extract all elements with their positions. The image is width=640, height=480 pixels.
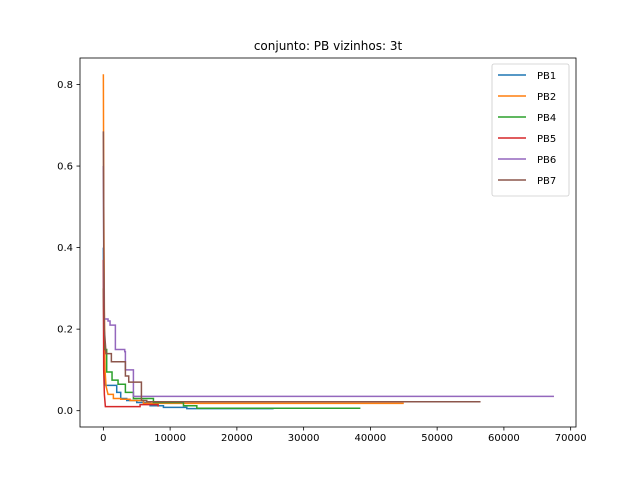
legend-label: PB2 — [537, 92, 556, 103]
legend-label: PB4 — [537, 113, 556, 124]
legend-box — [491, 63, 570, 197]
x-axis: 0 10000 20000 30000 40000 50000 60000 70000 — [100, 427, 587, 444]
legend-label: PB5 — [537, 134, 556, 145]
y-tick-label: 0.6 — [57, 162, 73, 173]
x-tick-label: 50000 — [421, 433, 453, 444]
legend: PB1 PB2 PB4 PB5 PB6 PB7 — [491, 63, 570, 197]
axes-frame — [79, 57, 577, 428]
legend-label: PB1 — [537, 71, 556, 82]
y-tick-label: 0.2 — [57, 325, 73, 336]
x-tick-label: 10000 — [154, 433, 186, 444]
legend-label: PB7 — [537, 176, 556, 187]
x-tick-label: 70000 — [555, 433, 587, 444]
plot-area — [102, 74, 554, 410]
y-tick-label: 0.0 — [57, 406, 73, 417]
x-tick-label: 40000 — [354, 433, 386, 444]
x-tick-label: 20000 — [221, 433, 253, 444]
y-tick-label: 0.4 — [57, 243, 73, 254]
legend-label: PB6 — [537, 155, 556, 166]
y-tick-label: 0.8 — [57, 80, 73, 91]
series-line-pb5 — [102, 259, 159, 408]
x-tick-label: 60000 — [488, 433, 520, 444]
x-tick-label: 0 — [100, 433, 106, 444]
y-axis: 0.0 0.2 0.4 0.6 0.8 — [57, 80, 80, 417]
series-line-pb7 — [102, 131, 481, 403]
chart-title: conjunto: PB vizinhos: 3t — [254, 39, 403, 53]
x-tick-label: 30000 — [288, 433, 320, 444]
series-line-pb6 — [102, 166, 554, 398]
